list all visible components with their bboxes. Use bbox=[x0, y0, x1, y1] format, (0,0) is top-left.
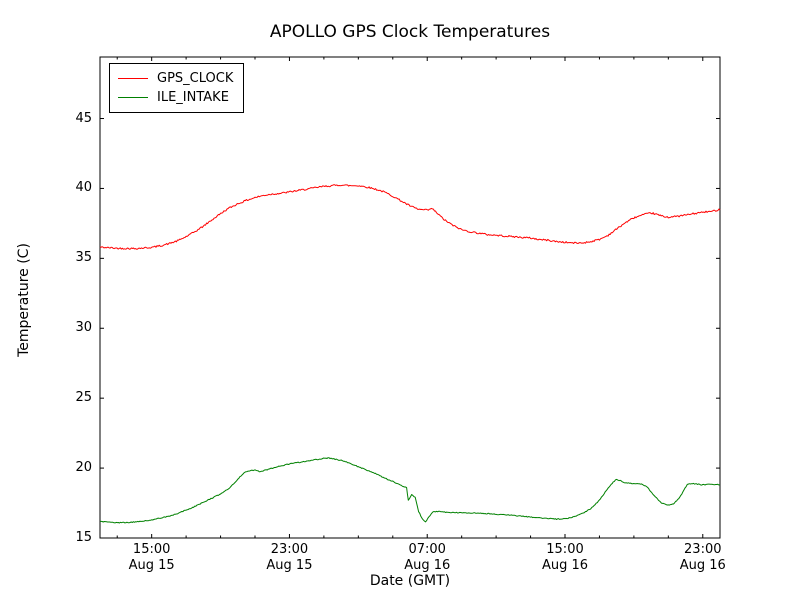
chart-title: APOLLO GPS Clock Temperatures bbox=[269, 22, 551, 42]
legend-label: ILE_INTAKE bbox=[157, 90, 229, 105]
x-tick-label: 23:00 Aug 15 bbox=[244, 542, 334, 574]
legend-entry-ile-intake: ILE_INTAKE bbox=[118, 88, 233, 107]
y-tick-label: 40 bbox=[75, 180, 92, 196]
y-axis-label: Temperature (C) bbox=[16, 243, 32, 357]
legend-entry-gps-clock: GPS_CLOCK bbox=[118, 69, 233, 88]
y-tick-label: 20 bbox=[75, 460, 92, 476]
legend-line-sample-green bbox=[118, 97, 148, 98]
legend: GPS_CLOCK ILE_INTAKE bbox=[109, 63, 245, 113]
x-tick-date: Aug 15 bbox=[128, 558, 175, 573]
x-tick-date: Aug 16 bbox=[541, 558, 589, 573]
legend-line-sample-red bbox=[118, 78, 148, 79]
x-tick-date: Aug 15 bbox=[266, 558, 313, 573]
x-tick-label: 07:00 Aug 16 bbox=[382, 542, 472, 574]
x-tick-label: 15:00 Aug 16 bbox=[520, 542, 610, 574]
x-tick-time: 07:00 bbox=[408, 542, 446, 557]
y-tick-label: 25 bbox=[75, 390, 92, 406]
x-tick-time: 15:00 bbox=[546, 542, 584, 557]
y-tick-label: 15 bbox=[75, 530, 92, 545]
x-tick-date: Aug 16 bbox=[679, 558, 726, 573]
plot-frame bbox=[99, 56, 721, 539]
series-line-ile_intake bbox=[100, 457, 721, 524]
y-tick-label: 35 bbox=[75, 250, 92, 266]
x-tick-label: 23:00 Aug 16 bbox=[658, 542, 748, 574]
x-axis-label: Date (GMT) bbox=[369, 573, 451, 589]
x-tick-date: Aug 16 bbox=[404, 558, 451, 573]
x-tick-time: 15:00 bbox=[132, 542, 171, 557]
y-tick-label: 45 bbox=[75, 110, 92, 126]
x-tick-label: 15:00 Aug 15 bbox=[107, 542, 197, 574]
legend-label: GPS_CLOCK bbox=[157, 71, 234, 86]
series-line-gps_clock bbox=[99, 184, 721, 250]
x-tick-time: 23:00 bbox=[270, 542, 309, 557]
x-tick-time: 23:00 bbox=[684, 542, 722, 557]
y-tick-label: 30 bbox=[75, 320, 92, 336]
